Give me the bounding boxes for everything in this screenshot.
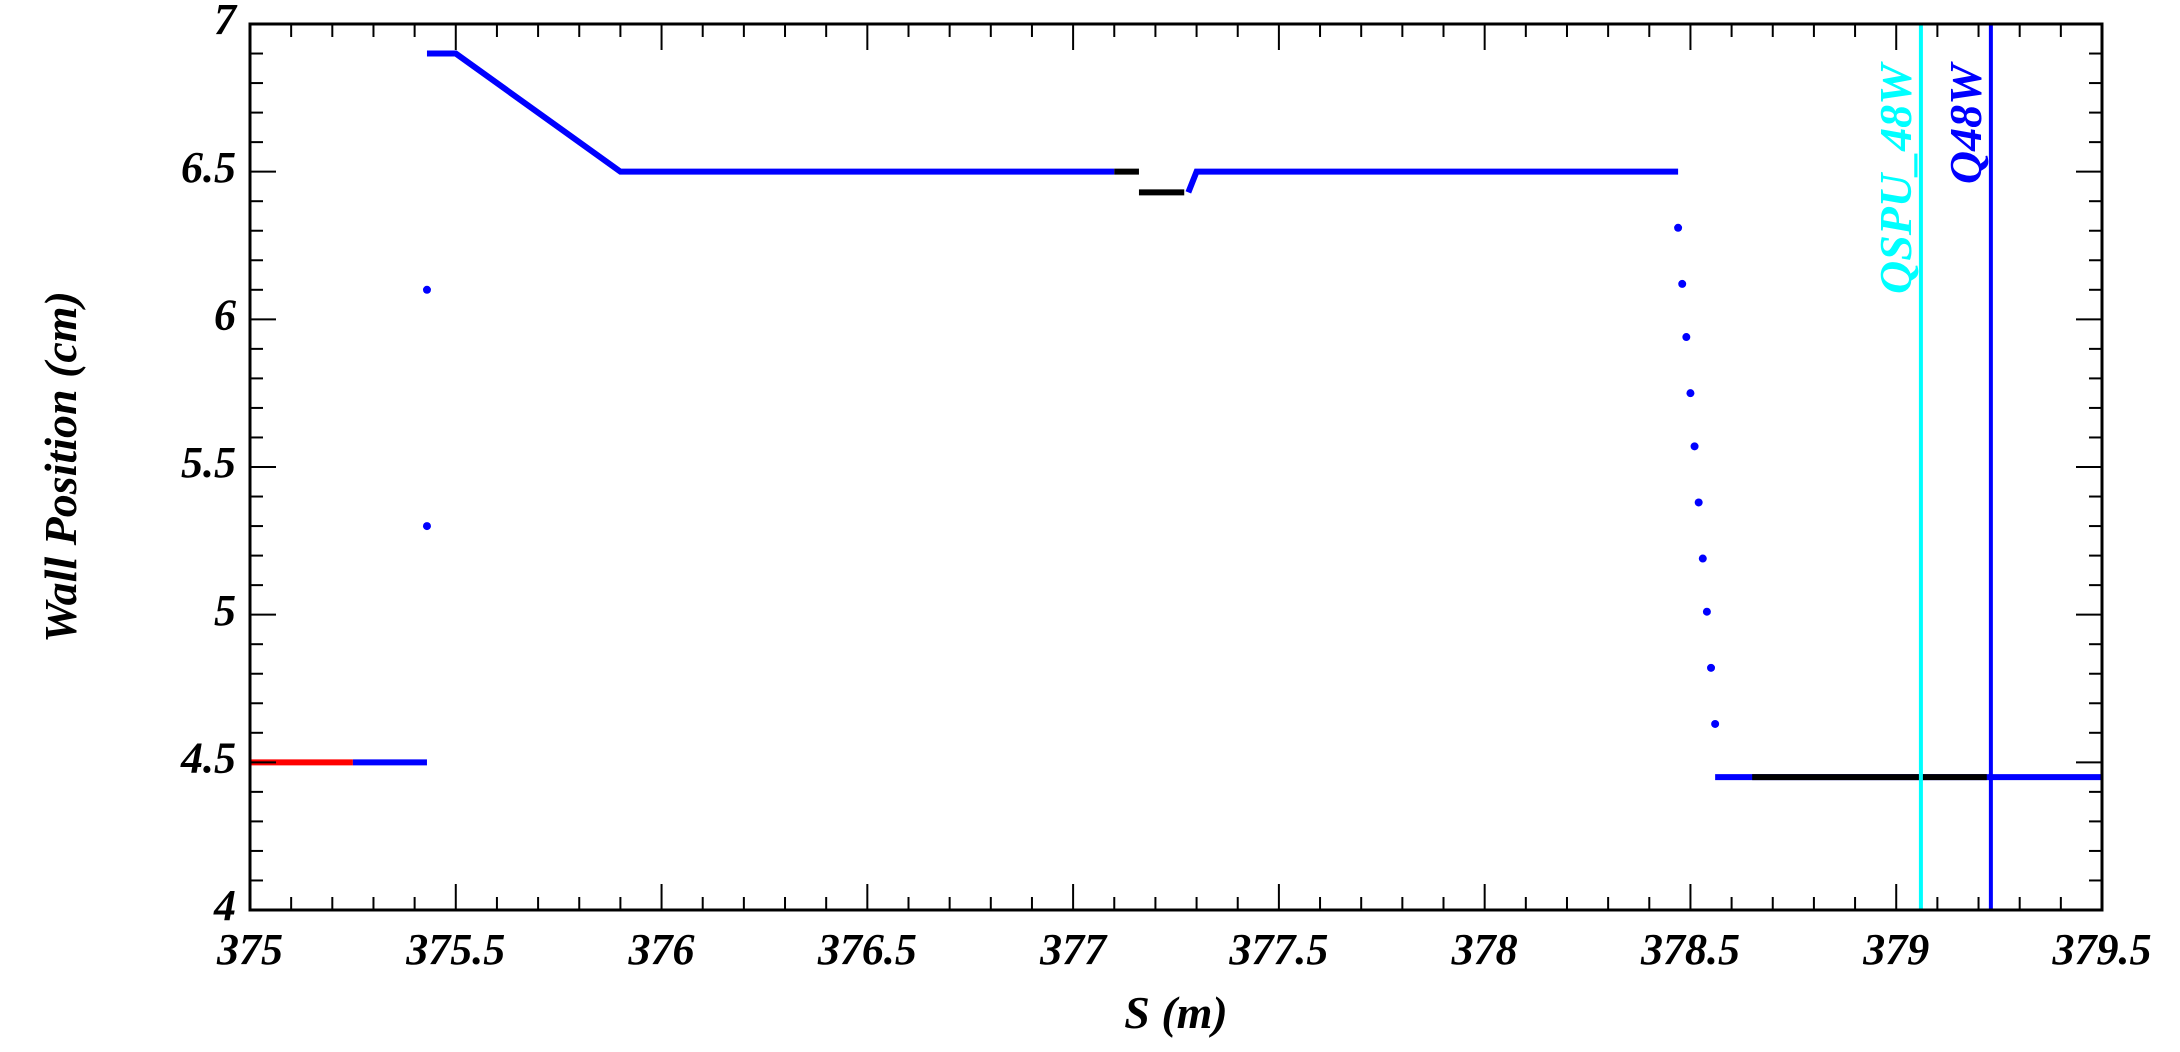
data-point [1702,607,1711,616]
y-tick-label: 6 [214,290,236,339]
x-tick-label: 376.5 [817,925,917,974]
data-point [1682,333,1691,342]
x-tick-label: 377 [1039,925,1108,974]
x-tick-label: 378.5 [1640,925,1740,974]
data-point [1678,279,1687,288]
y-tick-label: 7 [214,0,238,44]
x-axis-title: S (m) [1124,987,1228,1038]
data-point [1711,719,1720,728]
data-point [422,522,431,531]
x-tick-label: 378 [1451,925,1518,974]
x-tick-label: 377.5 [1228,925,1328,974]
data-point [422,285,431,294]
x-tick-label: 376 [628,925,695,974]
y-tick-label: 4.5 [180,733,236,782]
y-axis-title: Wall Position (cm) [35,291,86,643]
x-tick-label: 379 [1862,925,1929,974]
data-line [426,50,1115,175]
marker-label: QSPU_48W [1870,61,1921,294]
x-tick-label: 379.5 [2052,925,2152,974]
data-point [1694,498,1703,507]
data-point [1674,223,1683,232]
data-point [1690,442,1699,451]
x-tick-label: 375.5 [405,925,505,974]
data-line [1185,168,1679,194]
data-point [1698,554,1707,563]
x-tick-label: 375 [216,925,283,974]
y-tick-label: 4 [213,881,236,930]
data-point [1707,663,1716,672]
y-tick-label: 5 [214,586,236,635]
marker-label: Q48W [1940,61,1991,184]
data-point [1686,389,1695,398]
y-tick-label: 6.5 [181,143,236,192]
y-tick-label: 5.5 [181,438,236,487]
